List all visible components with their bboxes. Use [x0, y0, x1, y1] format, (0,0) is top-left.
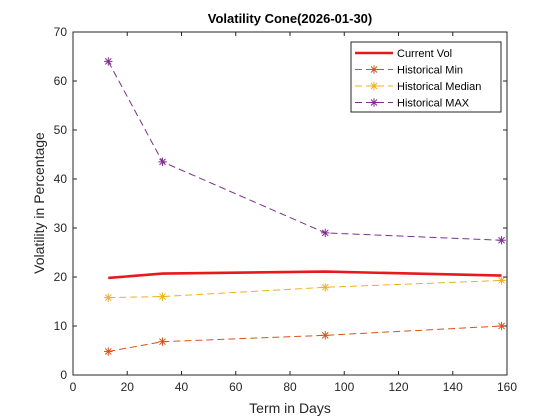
series-historical-median	[104, 276, 506, 302]
data-point-historical-median	[497, 276, 506, 285]
legend-entry-historical-max: Historical MAX	[355, 98, 470, 110]
y-tick-label: 70	[54, 25, 68, 39]
data-point-historical-max-stroke-4	[159, 158, 166, 166]
series-line-historical-median	[108, 279, 502, 299]
x-tick-label: 20	[121, 380, 135, 394]
data-point-historical-max-stroke-4	[104, 58, 112, 65]
legend-label: Historical MAX	[397, 98, 470, 110]
data-point-historical-median-stroke-4	[498, 277, 505, 284]
data-point-historical-median-stroke-4	[159, 293, 166, 300]
data-point-historical-min-stroke-4	[321, 331, 329, 339]
series-line-historical-max	[107, 61, 502, 241]
y-tick-label: 50	[54, 123, 68, 137]
data-point-historical-median	[158, 292, 167, 301]
legend-marker-historical-max-stroke-4	[370, 99, 378, 106]
series-layer	[104, 57, 506, 356]
y-tick-label: 40	[54, 172, 68, 186]
legend-marker-historical-min-stroke-4	[370, 66, 378, 73]
chart-title: Volatility Cone(2026-01-30)	[208, 11, 372, 26]
data-point-historical-median-stroke-4	[104, 294, 112, 301]
x-tick-label: 0	[70, 380, 77, 394]
y-tick-label: 0	[60, 368, 67, 382]
data-point-historical-median	[104, 293, 113, 302]
data-point-historical-max-stroke-4	[498, 236, 505, 244]
series-line-historical-min	[108, 325, 502, 352]
y-tick-label: 10	[54, 319, 68, 333]
data-point-historical-median	[321, 283, 330, 292]
data-point-historical-min-stroke-4	[498, 322, 505, 330]
y-tick-label: 30	[54, 221, 68, 235]
data-point-historical-min-stroke-4	[104, 348, 112, 355]
x-axis-label: Term in Days	[249, 400, 331, 416]
ticks-layer: 0 20 40 60 80 100 120 140 160 0 10 20 30 40 50 60 70	[54, 25, 518, 394]
x-tick-label: 80	[283, 380, 297, 394]
data-point-historical-max	[321, 228, 330, 238]
data-point-historical-max	[158, 157, 167, 167]
legend-entry-historical-median: Historical Median	[355, 81, 481, 93]
data-point-historical-min-stroke-4	[159, 338, 166, 346]
y-tick-label: 60	[54, 74, 68, 88]
legend-marker-historical-median	[369, 81, 379, 91]
data-point-historical-max	[104, 57, 113, 66]
data-point-historical-min	[321, 331, 330, 340]
y-tick-label: 20	[54, 270, 68, 284]
series-historical-max	[104, 57, 506, 245]
legend-marker-historical-max	[369, 98, 379, 107]
legend-label: Current Vol	[397, 48, 452, 60]
legend-label: Historical Min	[397, 65, 463, 77]
legend-entry-current-vol: Current Vol	[355, 48, 452, 60]
legend-marker-historical-min	[369, 65, 379, 74]
series-current-vol	[108, 270, 502, 280]
legend-entry-historical-min: Historical Min	[355, 65, 463, 77]
x-tick-label: 60	[229, 380, 243, 394]
data-point-historical-max-stroke-4	[321, 229, 329, 237]
data-point-historical-max	[497, 236, 506, 245]
series-historical-min	[104, 321, 506, 356]
x-tick-label: 140	[443, 380, 463, 394]
legend-marker-historical-median-stroke-4	[370, 82, 378, 90]
legend-label: Historical Median	[397, 81, 481, 93]
x-tick-label: 120	[388, 380, 408, 394]
legend: Current Vol Historical Min Historical Medi…	[350, 41, 502, 113]
x-tick-label: 100	[334, 380, 354, 394]
y-axis-label: Volatility in Percentage	[31, 132, 47, 274]
x-tick-label: 40	[175, 380, 189, 394]
series-line-current-vol	[108, 270, 502, 280]
x-tick-label: 160	[497, 380, 517, 394]
data-point-historical-min	[104, 347, 113, 356]
data-point-historical-median-stroke-4	[321, 283, 329, 291]
data-point-historical-min	[158, 337, 167, 346]
